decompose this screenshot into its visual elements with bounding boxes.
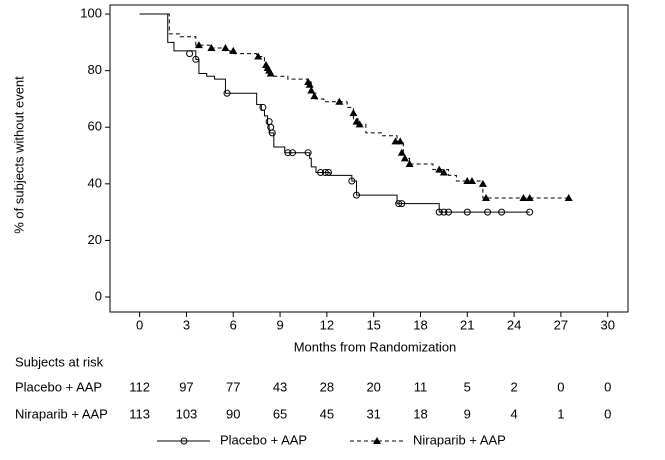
censor-marker [396, 137, 405, 145]
risk-value: 43 [273, 379, 287, 394]
legend-marker [180, 437, 188, 445]
risk-value: 90 [226, 406, 240, 421]
censor-marker [305, 80, 314, 88]
censor-marker [355, 120, 364, 128]
censor-marker [186, 50, 194, 58]
risk-value: 9 [464, 406, 471, 421]
risk-value: 0 [604, 379, 611, 394]
censor-marker [265, 118, 273, 126]
censor-marker [435, 208, 443, 216]
censor-marker [463, 208, 471, 216]
risk-value: 0 [604, 406, 611, 421]
censor-marker [254, 52, 263, 60]
censor-marker [194, 41, 203, 49]
censor-marker [526, 208, 534, 216]
censor-marker [519, 193, 528, 201]
survival-curve [139, 13, 569, 199]
legend-label: Niraparib + AAP [413, 432, 506, 447]
plot-frame [109, 4, 629, 313]
x-tick-label: 3 [183, 317, 190, 332]
x-tick-label: 30 [600, 317, 614, 332]
x-tick-label: 12 [320, 317, 334, 332]
y-tick-label: 60 [88, 119, 102, 134]
censor-marker [229, 46, 238, 54]
risk-value: 113 [129, 406, 150, 421]
risk-value: 28 [320, 379, 334, 394]
censor-marker [467, 176, 476, 184]
censor-marker [310, 92, 319, 100]
censor-marker [304, 149, 312, 157]
censor-marker [525, 193, 534, 201]
y-axis-label: % of subjects without event [11, 76, 26, 234]
censor-marker [484, 208, 492, 216]
censor-marker [321, 169, 329, 177]
x-tick-label: 24 [507, 317, 521, 332]
risk-value: 11 [414, 379, 428, 394]
censor-marker [400, 154, 409, 162]
censor-marker [439, 168, 448, 176]
censor-marker [353, 191, 361, 199]
risk-value: 97 [179, 379, 193, 394]
legend-marker [373, 437, 381, 444]
risk-value: 5 [464, 379, 471, 394]
risk-table-title: Subjects at risk [15, 354, 104, 369]
censor-marker [289, 149, 297, 157]
censor-marker [445, 208, 453, 216]
censor-marker [398, 200, 406, 208]
x-tick-label: 6 [230, 317, 237, 332]
risk-row-label: Niraparib + AAP [15, 406, 108, 421]
risk-value: 77 [226, 379, 240, 394]
censor-marker [498, 208, 506, 216]
risk-value: 2 [510, 379, 517, 394]
x-axis-label: Months from Randomization [294, 339, 457, 354]
censor-marker [349, 109, 358, 117]
risk-value: 65 [273, 406, 287, 421]
censor-marker [395, 200, 403, 208]
risk-value: 31 [366, 406, 380, 421]
y-tick-label: 0 [95, 288, 102, 303]
x-tick-label: 21 [460, 317, 474, 332]
censor-marker [223, 89, 231, 97]
risk-value: 20 [366, 379, 380, 394]
y-tick-label: 80 [88, 62, 102, 77]
censor-marker [259, 103, 267, 111]
censor-marker [482, 193, 491, 201]
censor-marker [192, 55, 200, 63]
censor-marker [307, 86, 316, 94]
risk-value: 45 [320, 406, 334, 421]
censor-marker [284, 149, 292, 157]
censor-marker [267, 123, 275, 131]
risk-value: 112 [129, 379, 150, 394]
censor-marker [324, 169, 332, 177]
censor-marker [564, 193, 573, 201]
y-tick-label: 20 [88, 232, 102, 247]
risk-value: 18 [413, 406, 427, 421]
legend-label: Placebo + AAP [220, 432, 307, 447]
censor-marker [478, 179, 487, 187]
censor-marker [435, 165, 444, 173]
censor-marker [335, 97, 344, 105]
x-tick-label: 18 [413, 317, 427, 332]
censor-marker [207, 44, 216, 52]
x-tick-label: 15 [366, 317, 380, 332]
censor-marker [266, 69, 275, 77]
y-tick-label: 100 [80, 5, 102, 20]
x-tick-label: 9 [276, 317, 283, 332]
censor-marker [397, 148, 406, 156]
censor-marker [268, 129, 276, 137]
risk-value: 4 [510, 406, 517, 421]
risk-value: 0 [557, 379, 564, 394]
censor-marker [440, 208, 448, 216]
x-tick-label: 27 [554, 317, 568, 332]
risk-value: 1 [557, 406, 564, 421]
x-tick-label: 0 [136, 317, 143, 332]
risk-value: 103 [176, 406, 198, 421]
censor-marker [348, 177, 356, 185]
censor-marker [317, 169, 325, 177]
y-tick-label: 40 [88, 175, 102, 190]
risk-row-label: Placebo + AAP [15, 379, 102, 394]
censor-marker [221, 44, 230, 52]
censor-marker [405, 160, 414, 168]
